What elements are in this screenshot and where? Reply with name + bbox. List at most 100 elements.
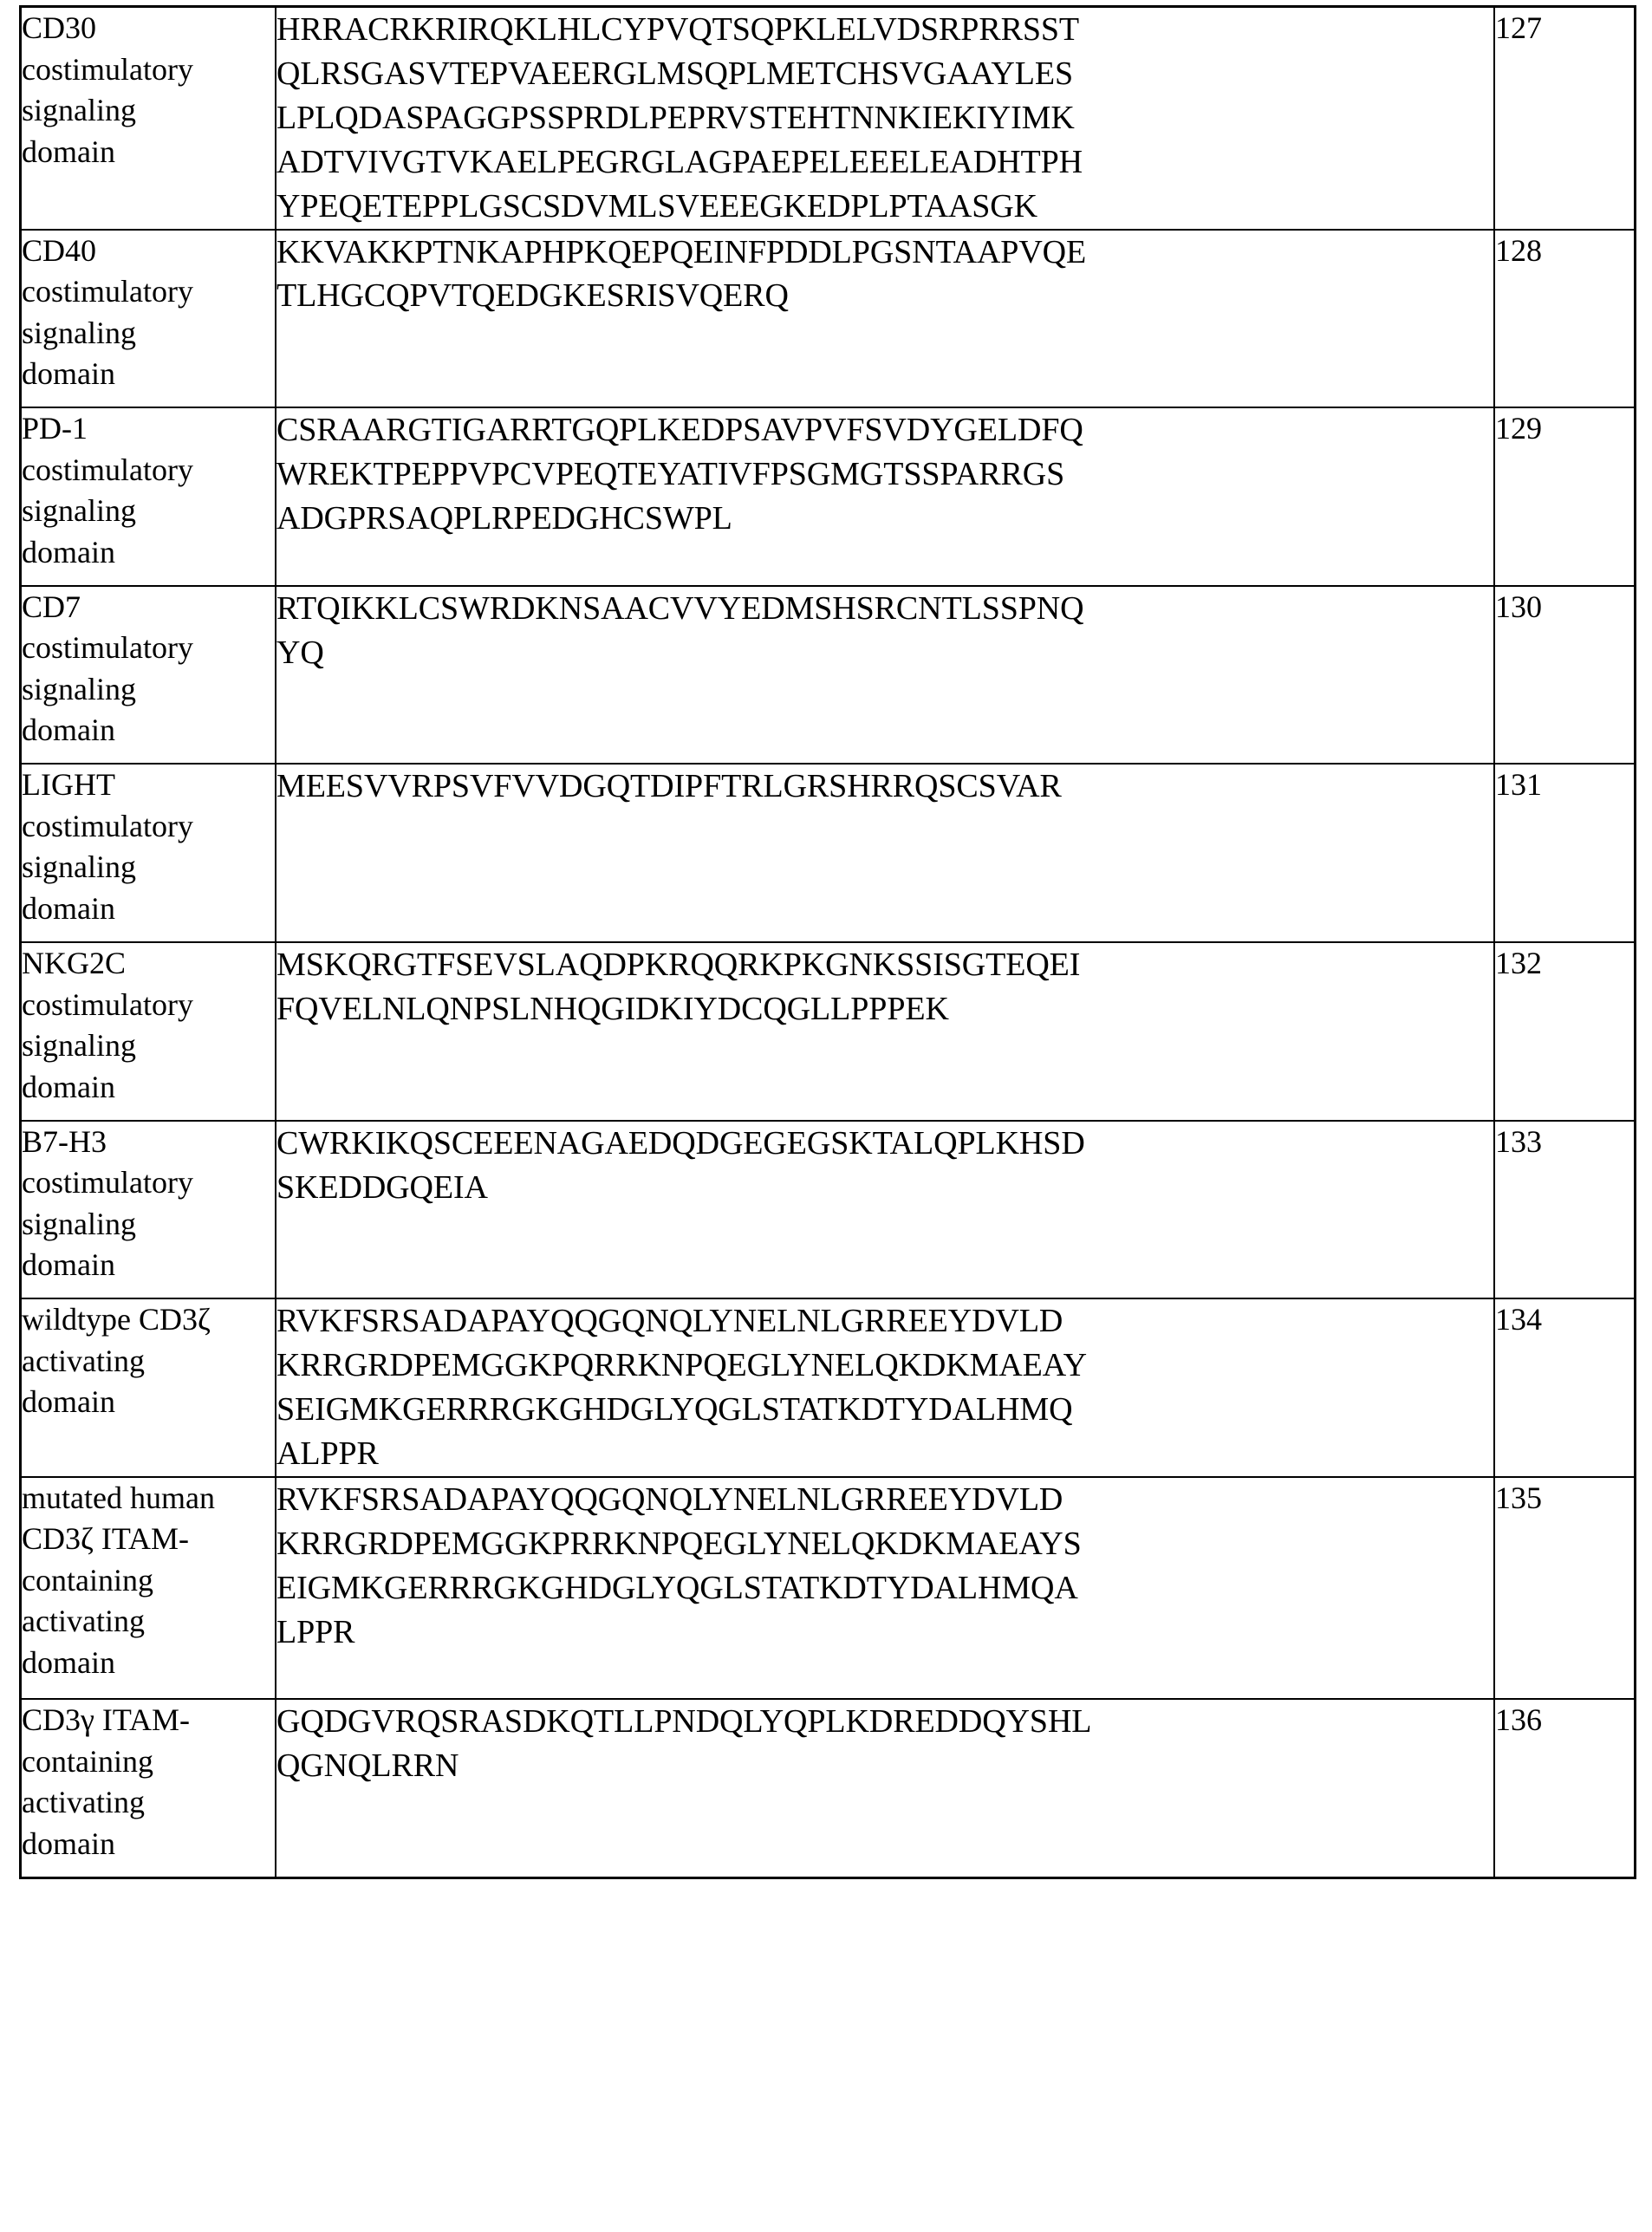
sequence-cell-filler [276,1076,1493,1120]
sequence-line: RVKFSRSADAPAYQQGQNQLYNELNLGRREEYDVLD [276,1478,1493,1522]
seq-id-cell: 128 [1494,230,1636,408]
table-row: CD30costimulatorysignalingdomainHRRACRKR… [21,7,1636,230]
sequence-line: LPPR [276,1611,1493,1655]
sequence-line: QGNQLRRN [276,1744,1493,1788]
seq-id-number: 134 [1495,1299,1634,1341]
domain-name-cell: mutated humanCD3ζ ITAM-containingactivat… [21,1477,276,1700]
domain-name-cell: wildtype CD3ζactivatingdomain [21,1298,276,1477]
domain-name-line: containing [22,1560,275,1602]
domain-name-line: CD30 [22,8,275,49]
domain-name-line: signaling [22,90,275,132]
sequence-cell-filler [276,897,1493,941]
sequence-cell-filler [276,1209,1493,1253]
table-row: mutated humanCD3ζ ITAM-containingactivat… [21,1477,1636,1700]
domain-name-line: domain [22,888,275,930]
sequence-cell-filler [276,853,1493,897]
seq-id-number: 135 [1495,1478,1634,1519]
domain-name-line: CD3ζ ITAM- [22,1519,275,1560]
domain-name-line: CD40 [22,231,275,272]
sequence-line: HRRACRKRIRQKLHLCYPVQTSQPKLELVDSRPRRSST [276,8,1493,52]
domain-name-line: signaling [22,491,275,532]
sequence-cell-filler [276,1788,1493,1832]
domain-name-line: costimulatory [22,806,275,848]
seq-id-cell: 132 [1494,942,1636,1121]
sequence-line: GQDGVRQSRASDKQTLLPNDQLYQPLKDREDDQYSHL [276,1700,1493,1744]
sequence-cell-filler [276,675,1493,719]
domain-name-line: mutated human [22,1478,275,1519]
sequence-cell: MSKQRGTFSEVSLAQDPKRQQRKPKGNKSSISGTEQEIFQ… [276,942,1494,1121]
domain-name-line: domain [22,1067,275,1109]
domain-name-cell: LIGHTcostimulatorysignalingdomain [21,764,276,942]
domain-name-line: costimulatory [22,450,275,491]
sequence-cell-filler [276,362,1493,407]
sequence-line: KKVAKKPTNKAPHPKQEPQEINFPDDLPGSNTAAPVQE [276,231,1493,275]
domain-name-cell: CD30costimulatorysignalingdomain [21,7,276,230]
sequence-cell-filler [276,318,1493,362]
sequence-line: YPEQETEPPLGSCSDVMLSVEEEGKEDPLPTAASGK [276,185,1493,229]
domain-name-line: NKG2C [22,943,275,985]
seq-id-number: 131 [1495,765,1634,806]
domain-name-line: domain [22,132,275,173]
seq-id-cell: 135 [1494,1477,1636,1700]
domain-name-line: containing [22,1741,275,1783]
sequence-cell: CWRKIKQSCEEENAGAEDQDGEGEGSKTALQPLKHSDSKE… [276,1121,1494,1299]
document-page: CD30costimulatorysignalingdomainHRRACRKR… [0,0,1652,2232]
sequence-line: MEESVVRPSVFVVDGQTDIPFTRLGRSHRRQSCSVAR [276,765,1493,809]
sequence-line: RTQIKKLCSWRDKNSAACVVYEDMSHSRCNTLSSPNQ [276,587,1493,631]
sequence-cell: GQDGVRQSRASDKQTLLPNDQLYQPLKDREDDQYSHLQGN… [276,1699,1494,1877]
domain-name-line: activating [22,1601,275,1643]
domain-name-line: B7-H3 [22,1122,275,1163]
table-row: PD-1costimulatorysignalingdomainCSRAARGT… [21,407,1636,586]
domain-name-line: domain [22,1245,275,1286]
sequence-line: MSKQRGTFSEVSLAQDPKRQQRKPKGNKSSISGTEQEI [276,943,1493,987]
sequence-cell: RVKFSRSADAPAYQQGQNQLYNELNLGRREEYDVLDKRRG… [276,1298,1494,1477]
sequence-line: ADTVIVGTVKAELPEGRGLAGPAEPELEEELEADHTPH [276,140,1493,185]
domain-name-line: costimulatory [22,271,275,313]
domain-name-line: PD-1 [22,408,275,450]
sequence-cell-filler [276,1253,1493,1298]
domain-name-line: domain [22,1643,275,1684]
domain-name-line: signaling [22,1204,275,1246]
sequence-line: SEIGMKGERRRGKGHDGLYQGLSTATKDTYDALHMQ [276,1388,1493,1432]
seq-id-cell: 131 [1494,764,1636,942]
domain-name-line: signaling [22,847,275,888]
seq-id-cell: 133 [1494,1121,1636,1299]
domain-name-line: CD7 [22,587,275,628]
sequence-cell: CSRAARGTIGARRTGQPLKEDPSAVPVFSVDYGELDFQWR… [276,407,1494,586]
sequence-cell-filler [276,719,1493,764]
sequence-cell: HRRACRKRIRQKLHLCYPVQTSQPKLELVDSRPRRSSTQL… [276,7,1494,230]
sequence-line: ALPPR [276,1432,1493,1476]
sequence-cell: RVKFSRSADAPAYQQGQNQLYNELNLGRREEYDVLDKRRG… [276,1477,1494,1700]
domain-name-line: signaling [22,1025,275,1067]
sequence-line: RVKFSRSADAPAYQQGQNQLYNELNLGRREEYDVLD [276,1299,1493,1344]
domain-name-line: costimulatory [22,985,275,1026]
domain-name-line: signaling [22,669,275,711]
table-row: B7-H3costimulatorysignalingdomainCWRKIKQ… [21,1121,1636,1299]
seq-id-cell: 134 [1494,1298,1636,1477]
sequence-cell-filler [276,1832,1493,1877]
domain-name-line: LIGHT [22,765,275,806]
domain-name-cell: NKG2Ccostimulatorysignalingdomain [21,942,276,1121]
seq-id-cell: 136 [1494,1699,1636,1877]
sequence-line: EIGMKGERRRGKGHDGLYQGLSTATKDTYDALHMQA [276,1566,1493,1611]
seq-id-number: 136 [1495,1700,1634,1741]
domain-name-line: activating [22,1341,275,1383]
table-row: CD7costimulatorysignalingdomain RTQIKKLCS… [21,586,1636,765]
table-row: CD40costimulatorysignalingdomainKKVAKKPT… [21,230,1636,408]
domain-name-line: domain [22,710,275,752]
domain-name-line: signaling [22,313,275,355]
sequence-line: FQVELNLQNPSLNHQGIDKIYDCQGLLPPPEK [276,987,1493,1031]
seq-id-number: 130 [1495,587,1634,628]
sequence-cell-filler [276,809,1493,853]
sequence-cell: KKVAKKPTNKAPHPKQEPQEINFPDDLPGSNTAAPVQETL… [276,230,1494,408]
sequence-line: CSRAARGTIGARRTGQPLKEDPSAVPVFSVDYGELDFQ [276,408,1493,452]
domain-name-cell: B7-H3costimulatorysignalingdomain [21,1121,276,1299]
domain-name-line: domain [22,532,275,574]
sequence-line: ADGPRSAQPLRPEDGHCSWPL [276,497,1493,541]
sequence-line: YQ [276,631,1493,675]
domain-name-line: costimulatory [22,628,275,669]
seq-id-number: 129 [1495,408,1634,450]
sequence-line: SKEDDGQEIA [276,1166,1493,1210]
sequence-line: WREKTPEPPVPCVPEQTEYATIVFPSGMGTSSPARRGS [276,452,1493,497]
sequence-table: CD30costimulatorysignalingdomainHRRACRKR… [19,5,1636,1879]
